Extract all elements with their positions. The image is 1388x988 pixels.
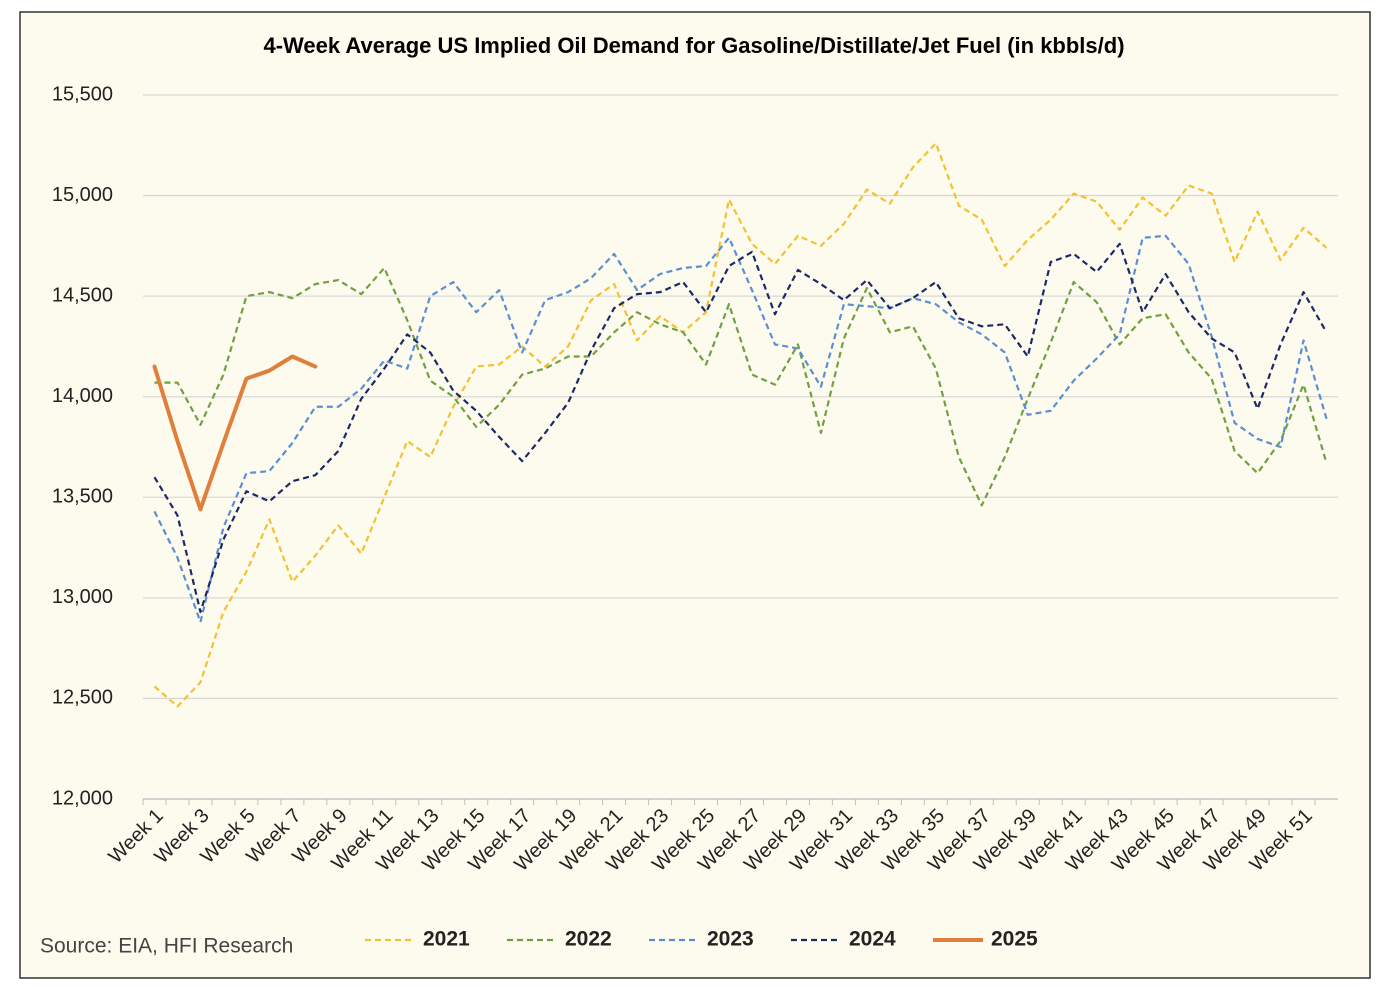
y-tick-label: 15,000 bbox=[52, 184, 113, 206]
y-tick-label: 13,000 bbox=[52, 586, 113, 608]
series-line bbox=[154, 266, 1328, 507]
legend-label: 2025 bbox=[991, 928, 1038, 951]
legend-label: 2024 bbox=[849, 928, 896, 951]
y-tick-label: 13,500 bbox=[52, 486, 113, 508]
y-tick-label: 12,500 bbox=[52, 687, 113, 709]
lines bbox=[152, 142, 1328, 708]
y-tick-label: 14,500 bbox=[52, 284, 113, 306]
legend-label: 2022 bbox=[565, 928, 612, 951]
y-tick-label: 15,500 bbox=[52, 83, 113, 105]
legend-label: 2023 bbox=[707, 928, 754, 951]
series-line bbox=[152, 354, 318, 512]
chart-background bbox=[19, 11, 1371, 979]
legend-label: 2021 bbox=[423, 928, 470, 951]
y-tick-label: 14,000 bbox=[52, 385, 113, 407]
chart-title: 4-Week Average US Implied Oil Demand for… bbox=[263, 33, 1124, 58]
series-line bbox=[153, 142, 1328, 708]
series-line bbox=[153, 242, 1328, 614]
legend: 2021 2022 2023 2024 2025 bbox=[365, 928, 1038, 951]
source-note: Source: EIA, HFI Research bbox=[40, 935, 293, 958]
series-line bbox=[153, 234, 1328, 624]
y-tick-label: 12,000 bbox=[52, 787, 113, 809]
